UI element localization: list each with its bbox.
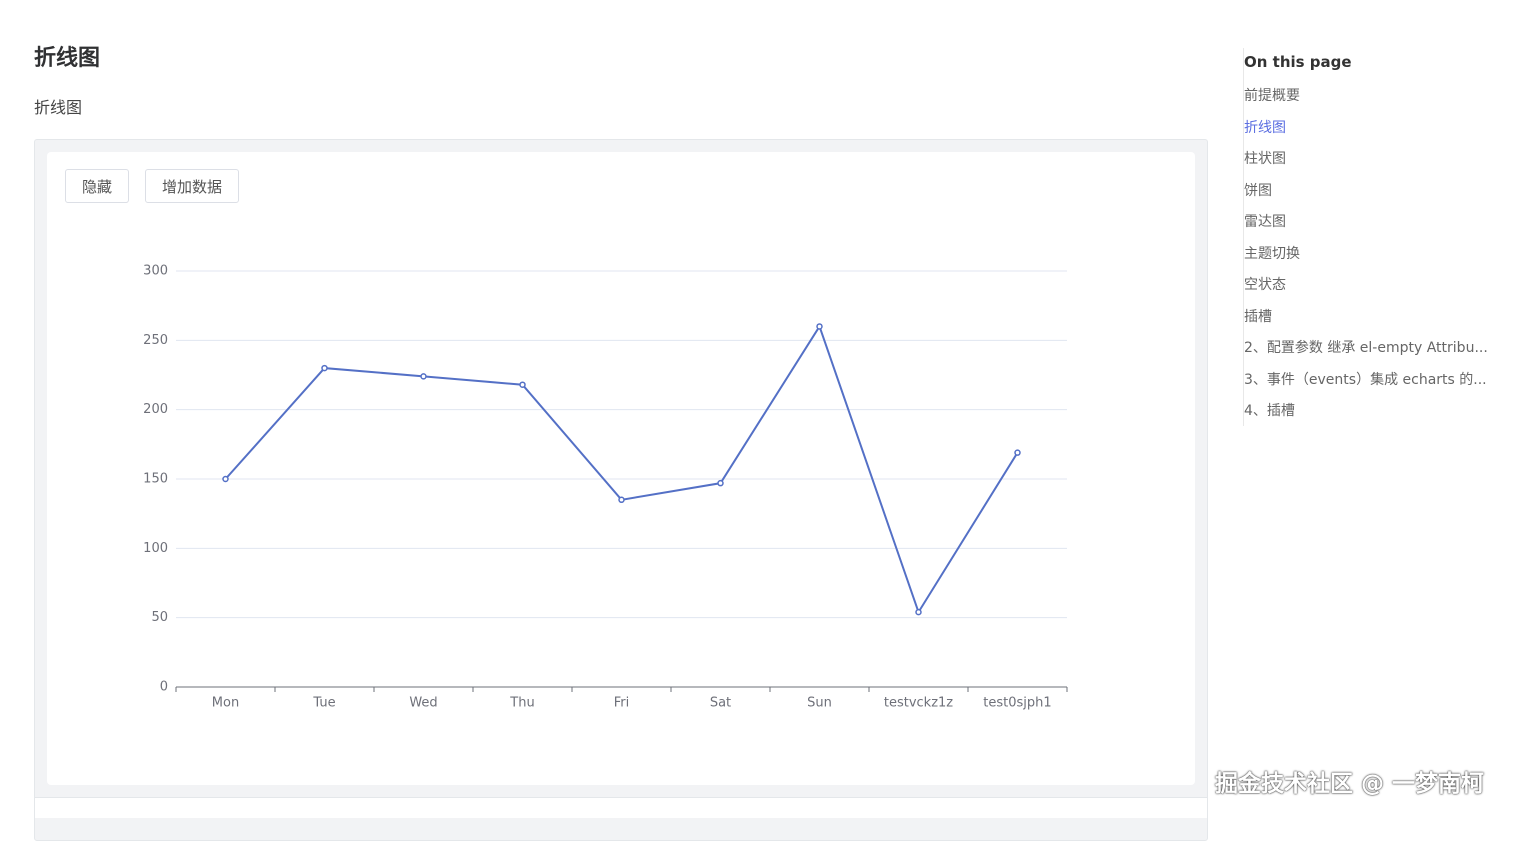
- toc-item[interactable]: 饼图: [1244, 182, 1272, 199]
- demo-footer: [35, 797, 1207, 818]
- line: [224, 324, 1019, 615]
- x-tick-label: Mon: [212, 696, 239, 711]
- toc-item[interactable]: 2、配置参数 继承 el-empty Attribu...: [1244, 340, 1488, 356]
- y-tick-label: 50: [151, 610, 168, 625]
- x-tick-label: Wed: [409, 696, 437, 711]
- x-tick-label: test0sjph1: [983, 696, 1051, 711]
- point: [519, 381, 526, 388]
- point: [222, 475, 229, 483]
- x-tick-label: testvckz1z: [884, 696, 953, 711]
- y-tick-label: 100: [143, 541, 168, 556]
- page-title: 折线图: [34, 46, 101, 71]
- y-tick-label: 250: [143, 333, 168, 348]
- x-tick-label: Sun: [807, 696, 832, 711]
- x-tick-label: Tue: [312, 696, 335, 711]
- watermark: 掘金技术社区 @ 一梦南柯: [1215, 771, 1485, 797]
- toc-item[interactable]: 柱状图: [1244, 151, 1286, 167]
- toc-item[interactable]: 4、插槽: [1244, 403, 1295, 419]
- y-tick-label: 200: [143, 402, 168, 417]
- x-tick-label: Thu: [509, 696, 534, 711]
- toc-item[interactable]: 空状态: [1244, 277, 1286, 293]
- page: {"header": {"title": "折线图", "description…: [34, 46, 1488, 841]
- point: [321, 364, 328, 372]
- x-tick-label: Sat: [710, 696, 731, 711]
- toc-item[interactable]: 插槽: [1244, 308, 1272, 325]
- point: [717, 479, 724, 487]
- point: [915, 608, 922, 616]
- y-tick-label: 0: [160, 680, 168, 695]
- point: [816, 323, 823, 330]
- toc-item[interactable]: 3、事件（events）集成 echarts 的...: [1244, 371, 1487, 388]
- y-tick-label: 300: [143, 264, 168, 279]
- toc-title: On this page: [1244, 53, 1352, 71]
- chart-card: [47, 152, 1195, 785]
- y-tick-label: 150: [143, 472, 168, 487]
- toc-item[interactable]: 折线图: [1244, 119, 1286, 136]
- x-tick-label: Fri: [614, 696, 630, 711]
- toc-item[interactable]: 主题切换: [1244, 245, 1300, 262]
- toc-item[interactable]: 前提概要: [1244, 88, 1300, 104]
- hide-button[interactable]: 隐藏: [65, 169, 130, 203]
- toc-item[interactable]: 雷达图: [1244, 214, 1286, 230]
- add-data-button[interactable]: 增加数据: [145, 169, 240, 203]
- point: [618, 496, 625, 504]
- toc-border: [1243, 48, 1244, 426]
- description: 折线图: [34, 98, 83, 117]
- point: [420, 373, 427, 380]
- point: [1014, 449, 1021, 456]
- chart: 0 50 100 150 200 250 300 Mon Tue Wed Thu Fri Sat Sun t…: [143, 264, 1068, 711]
